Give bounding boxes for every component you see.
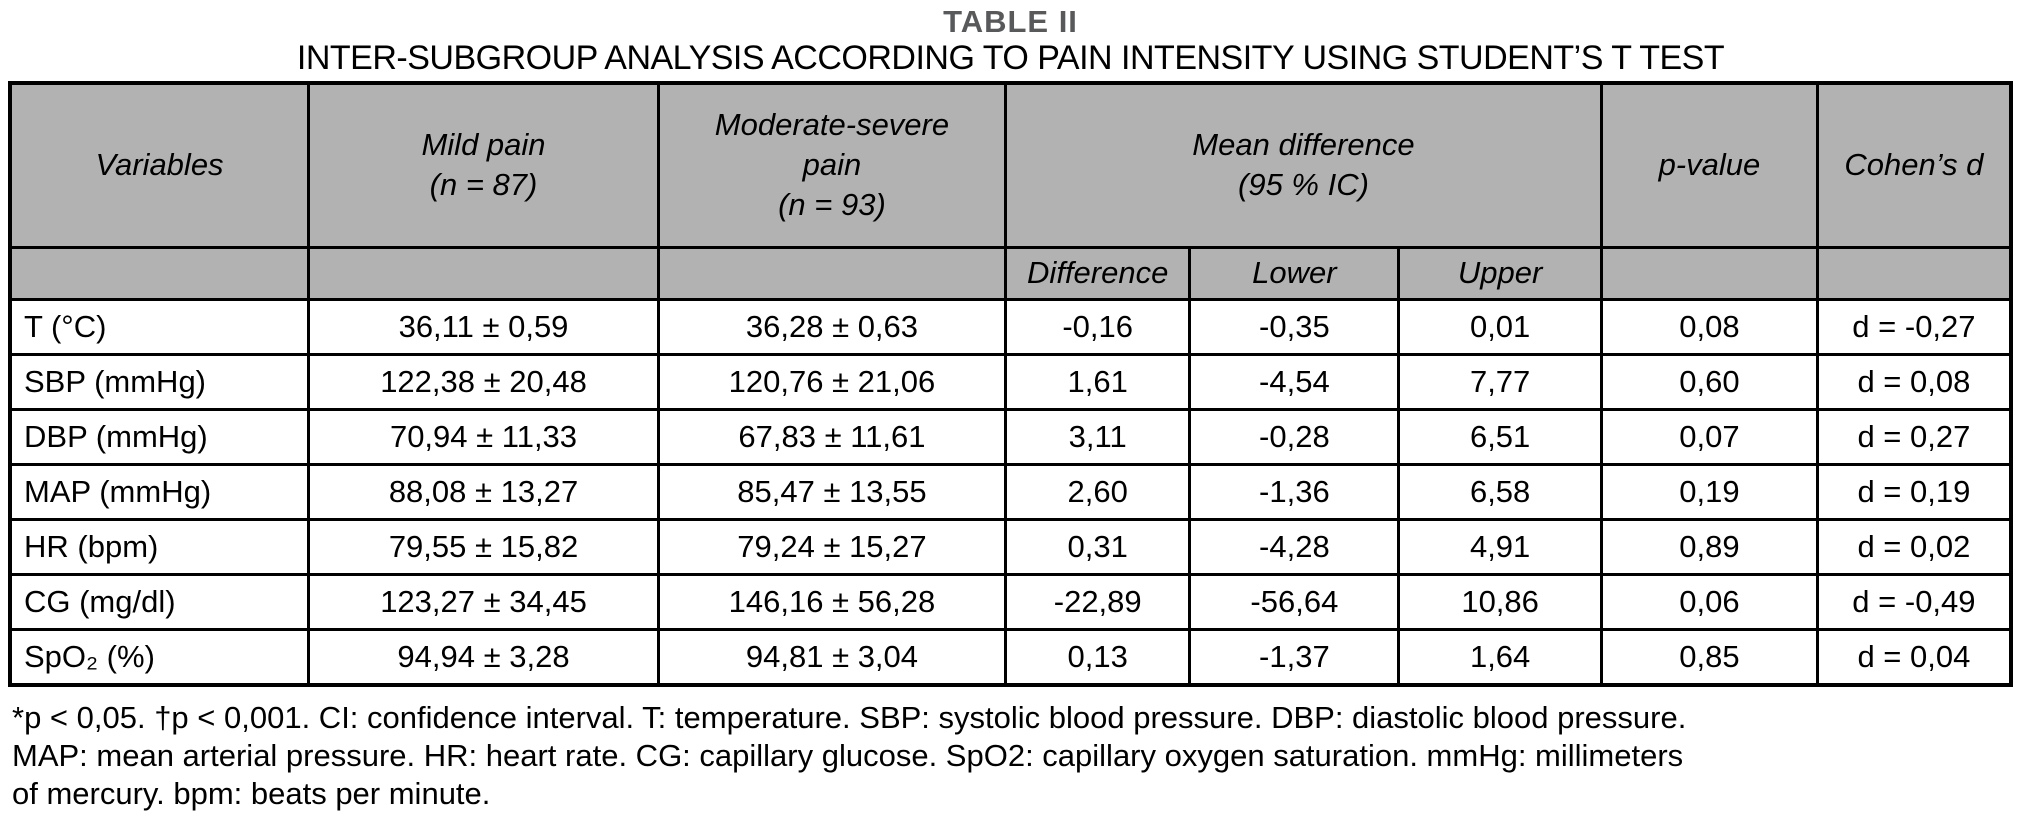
value-cell: d = -0,49 [1815, 572, 2013, 631]
header-row-main: Variables Mild pain (n = 87) Moderate-se… [8, 81, 2013, 249]
variable-cell: SpO₂ (%) [8, 627, 311, 686]
header-moderate-pain: Moderate-severe pain (n = 93) [656, 81, 1007, 249]
variable-cell: CG (mg/dl) [8, 572, 311, 631]
value-cell: 120,76 ± 21,06 [656, 352, 1007, 411]
value-cell: 0,06 [1600, 572, 1819, 631]
table-row: CG (mg/dl) 123,27 ± 34,45 146,16 ± 56,28 -2… [8, 572, 2013, 631]
table-row: HR (bpm) 79,55 ± 15,82 79,24 ± 15,27 0,31 -4… [8, 517, 2013, 576]
table-row: SBP (mmHg) 122,38 ± 20,48 120,76 ± 21,06 1,… [8, 352, 2013, 411]
value-cell: -4,54 [1188, 352, 1401, 411]
variable-cell: HR (bpm) [8, 517, 311, 576]
value-cell: -0,16 [1003, 297, 1192, 356]
value-cell: 10,86 [1397, 572, 1603, 631]
header-lower: Lower [1188, 245, 1401, 301]
header-upper: Upper [1397, 245, 1603, 301]
value-cell: 94,94 ± 3,28 [307, 627, 660, 686]
value-cell: 122,38 ± 20,48 [307, 352, 660, 411]
footnote: *p < 0,05. †p < 0,001. CI: confidence in… [12, 699, 2011, 813]
value-cell: 79,55 ± 15,82 [307, 517, 660, 576]
value-cell: -22,89 [1003, 572, 1192, 631]
table-body: T (°C) 36,11 ± 0,59 36,28 ± 0,63 -0,16 -0,35… [8, 297, 2013, 686]
table-row: MAP (mmHg) 88,08 ± 13,27 85,47 ± 13,55 2,60… [8, 462, 2013, 521]
footnote-line: *p < 0,05. †p < 0,001. CI: confidence in… [12, 699, 1687, 735]
value-cell: d = 0,08 [1815, 352, 2013, 411]
value-cell: 0,89 [1600, 517, 1819, 576]
value-cell: 0,07 [1600, 407, 1819, 466]
value-cell: 0,01 [1397, 297, 1603, 356]
value-cell: d = 0,02 [1815, 517, 2013, 576]
table-row: SpO₂ (%) 94,94 ± 3,28 94,81 ± 3,04 0,13 -1,3… [8, 627, 2013, 686]
variable-cell: MAP (mmHg) [8, 462, 311, 521]
header-row-sub: Difference Lower Upper [8, 245, 2013, 301]
value-cell: 4,91 [1397, 517, 1603, 576]
value-cell: 85,47 ± 13,55 [656, 462, 1007, 521]
value-cell: 6,51 [1397, 407, 1603, 466]
value-cell: 0,13 [1003, 627, 1192, 686]
table-row: T (°C) 36,11 ± 0,59 36,28 ± 0,63 -0,16 -0,35… [8, 297, 2013, 356]
value-cell: 1,64 [1397, 627, 1603, 686]
header-empty-p [1600, 245, 1819, 301]
value-cell: d = -0,27 [1815, 297, 2013, 356]
value-cell: 2,60 [1003, 462, 1192, 521]
value-cell: 0,19 [1600, 462, 1819, 521]
value-cell: d = 0,19 [1815, 462, 2013, 521]
value-cell: 88,08 ± 13,27 [307, 462, 660, 521]
variable-cell: T (°C) [8, 297, 311, 356]
value-cell: 7,77 [1397, 352, 1603, 411]
value-cell: -0,28 [1188, 407, 1401, 466]
value-cell: 0,60 [1600, 352, 1819, 411]
footnote-line: MAP: mean arterial pressure. HR: heart r… [12, 737, 1684, 773]
header-empty-moderate [656, 245, 1007, 301]
header-empty-cohen [1815, 245, 2013, 301]
value-cell: 146,16 ± 56,28 [656, 572, 1007, 631]
variable-cell: DBP (mmHg) [8, 407, 311, 466]
header-mild-pain: Mild pain (n = 87) [307, 81, 660, 249]
header-cohens-d: Cohen’s d [1815, 81, 2013, 249]
table-row: DBP (mmHg) 70,94 ± 11,33 67,83 ± 11,61 3,11… [8, 407, 2013, 466]
value-cell: 36,11 ± 0,59 [307, 297, 660, 356]
header-empty-variables [8, 245, 311, 301]
value-cell: d = 0,27 [1815, 407, 2013, 466]
value-cell: -4,28 [1188, 517, 1401, 576]
value-cell: -1,36 [1188, 462, 1401, 521]
table-title: TABLE II [943, 4, 1078, 39]
value-cell: 79,24 ± 15,27 [656, 517, 1007, 576]
value-cell: 0,31 [1003, 517, 1192, 576]
value-cell: 70,94 ± 11,33 [307, 407, 660, 466]
value-cell: -0,35 [1188, 297, 1401, 356]
header-mean-difference: Mean difference (95 % IC) [1003, 81, 1604, 249]
value-cell: 0,08 [1600, 297, 1819, 356]
value-cell: 123,27 ± 34,45 [307, 572, 660, 631]
header-variables: Variables [8, 81, 311, 249]
header-p-value: p-value [1600, 81, 1819, 249]
value-cell: 36,28 ± 0,63 [656, 297, 1007, 356]
header-difference: Difference [1003, 245, 1192, 301]
table-subtitle: INTER-SUBGROUP ANALYSIS ACCORDING TO PAI… [296, 39, 1725, 77]
variable-cell: SBP (mmHg) [8, 352, 311, 411]
value-cell: -1,37 [1188, 627, 1401, 686]
value-cell: -56,64 [1188, 572, 1401, 631]
footnote-line: of mercury. bpm: beats per minute. [12, 775, 491, 811]
value-cell: 94,81 ± 3,04 [656, 627, 1007, 686]
table-header: Variables Mild pain (n = 87) Moderate-se… [8, 81, 2013, 301]
value-cell: 0,85 [1600, 627, 1819, 686]
value-cell: 67,83 ± 11,61 [656, 407, 1007, 466]
value-cell: 1,61 [1003, 352, 1192, 411]
value-cell: 6,58 [1397, 462, 1603, 521]
header-empty-mild [307, 245, 660, 301]
value-cell: d = 0,04 [1815, 627, 2013, 686]
data-table: Variables Mild pain (n = 87) Moderate-se… [8, 81, 2013, 687]
value-cell: 3,11 [1003, 407, 1192, 466]
